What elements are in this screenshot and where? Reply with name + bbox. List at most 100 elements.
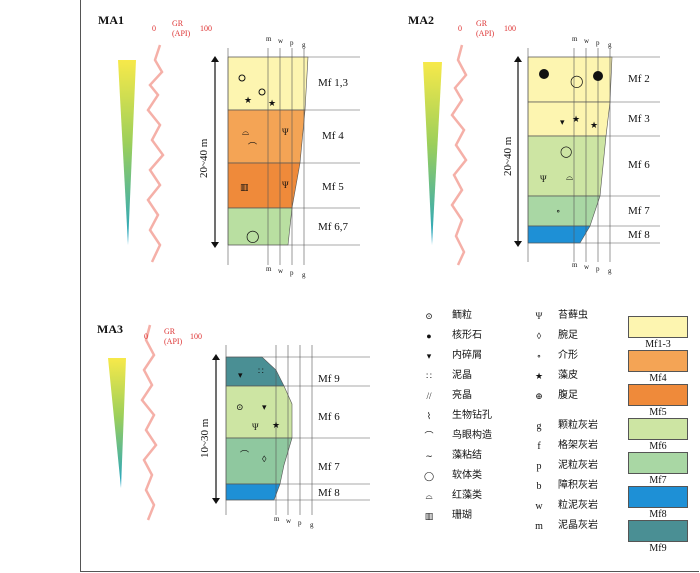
svg-text:★: ★ [272,420,280,430]
ma2-tick-g: g [608,41,612,49]
lith-label-f: 格架灰岩 [558,440,598,451]
ma2-gr-curve [450,44,468,266]
svg-text:▾: ▾ [560,117,565,127]
svg-text:⊙: ⊙ [236,402,244,412]
coral-icon: ▥ [424,511,434,521]
svg-text:Ψ: Ψ [282,127,289,137]
lith-label-b: 障积灰岩 [558,480,598,491]
ma2-facies-mf6 [527,135,607,197]
legend-label-red-algae: 红藻类 [452,490,482,501]
ma3-facies-mf7 [225,437,293,485]
svg-text:⌓: ⌓ [242,127,249,137]
ma2-facies-mf8 [527,225,591,244]
ma1-gr-curve [146,44,165,263]
ma1-title: MA1 [98,13,124,27]
svg-text:Ψ: Ψ [252,422,259,432]
swatch-mf1-3 [628,316,688,338]
svg-text:▾: ▾ [238,370,243,380]
svg-text:Ψ: Ψ [282,180,289,190]
ma3-title: MA3 [97,322,123,336]
ma3-gr-curve [140,324,158,521]
ma3-btick-g: g [310,521,314,529]
red-algae-icon: ⌓ [425,491,433,501]
oncoid-icon: ● [426,331,432,341]
ma1-facies-label-1: Mf 1,3 [318,77,348,89]
svg-text:Ψ: Ψ [540,174,547,184]
ma2-facies-mf7 [527,195,601,227]
swatch-label-mf7: Mf7 [649,475,667,486]
intraclast-icon: ▾ [426,351,432,361]
ma1-btick-g: g [302,271,306,279]
swatch-mf6 [628,418,688,440]
legend-label-algal-bind: 藻粘结 [452,450,482,461]
svg-text:∘: ∘ [556,206,560,216]
figure-frame [80,0,699,572]
legend-label-ooid: 鲕粒 [452,310,472,321]
ma2-facies-label-5: Mf 8 [628,229,650,241]
ma2-btick-m: m [572,261,578,269]
swatch-mf4 [628,350,688,372]
lith-code-b: b [536,481,542,492]
ma2-btick-g: g [608,267,612,275]
sparite-icon: // [426,391,432,401]
legend-label-brachiopod: 腕足 [558,330,578,341]
svg-text:⌓: ⌓ [566,172,573,182]
legend-label-birdseye: 鸟眼构造 [452,430,492,441]
swatch-label-mf1-3: Mf1-3 [645,339,671,350]
ma3-gr-label: GR [164,327,176,336]
swatch-label-mf5: Mf5 [649,407,667,418]
swatch-label-mf6: Mf6 [649,441,667,452]
legend-label-algal-crust: 藻皮 [558,370,578,381]
legend-label-burrow: 生物钻孔 [452,410,492,421]
ma1-gr-min: 0 [152,24,156,33]
svg-text:★: ★ [268,98,276,108]
svg-text:⌒: ⌒ [248,142,257,152]
lith-label-w: 粒泥灰岩 [558,500,598,511]
ma3-btick-w: w [286,517,292,525]
ma1-facies-mf5 [227,162,301,209]
swatch-label-mf8: Mf8 [649,509,667,520]
legend-label-intraclast: 内碎屑 [452,350,482,361]
ma3-gr-unit: (API) [164,337,183,346]
brachiopod-icon: ◊ [536,331,542,341]
lith-code-w: w [535,501,543,512]
lith-code-f: f [537,441,541,452]
ma2-tick-p: p [596,39,600,47]
swatch-mf7 [628,452,688,474]
ma1-tick-p: p [290,39,294,47]
swatch-mf8 [628,486,688,508]
svg-text:★: ★ [590,120,598,130]
swatch-label-mf9: Mf9 [649,543,667,554]
algal-bind-icon: ∼ [425,451,433,461]
swatch-mf5 [628,384,688,406]
ooid-icon: ⊙ [425,311,433,321]
ma1-btick-p: p [290,269,294,277]
ma2-facies-label-3: Mf 6 [628,159,650,171]
svg-text:◯: ◯ [570,74,583,88]
lith-code-g: g [536,421,542,432]
ma2-title: MA2 [408,13,434,27]
mollusc-icon: ◯ [423,471,435,481]
ma2-btick-w: w [584,263,590,271]
ma1-gr-max: 100 [200,24,212,33]
legend-label-ostracod: 介形 [558,350,578,361]
svg-text:◊: ◊ [262,454,267,464]
ma3-thickness: 10~30 m [199,418,211,458]
ma2-facies-label-2: Mf 3 [628,113,650,125]
legend-label-micrite: 泥晶 [452,370,472,381]
ostracod-icon: ∘ [536,351,542,361]
micrite-icon: ∷ [426,371,432,381]
ma3-facies-mf8 [225,483,281,501]
birdseye-icon: ⌒ [424,431,434,441]
ma3-facies-label-2: Mf 6 [318,411,340,423]
ma2-gr-max: 100 [504,24,516,33]
lith-label-m: 泥晶灰岩 [558,520,598,531]
ma3-btick-m: m [274,515,280,523]
svg-text:★: ★ [244,95,252,105]
swatch-label-mf4: Mf4 [649,373,667,384]
ma1-facies-label-2: Mf 4 [322,130,344,142]
ma2-gr-label: GR [476,19,488,28]
ma2-column: ◯ ★ ★ ▾ ◯ Ψ ⌓ ∘ [423,44,660,266]
ma2-facies-label-4: Mf 7 [628,205,650,217]
